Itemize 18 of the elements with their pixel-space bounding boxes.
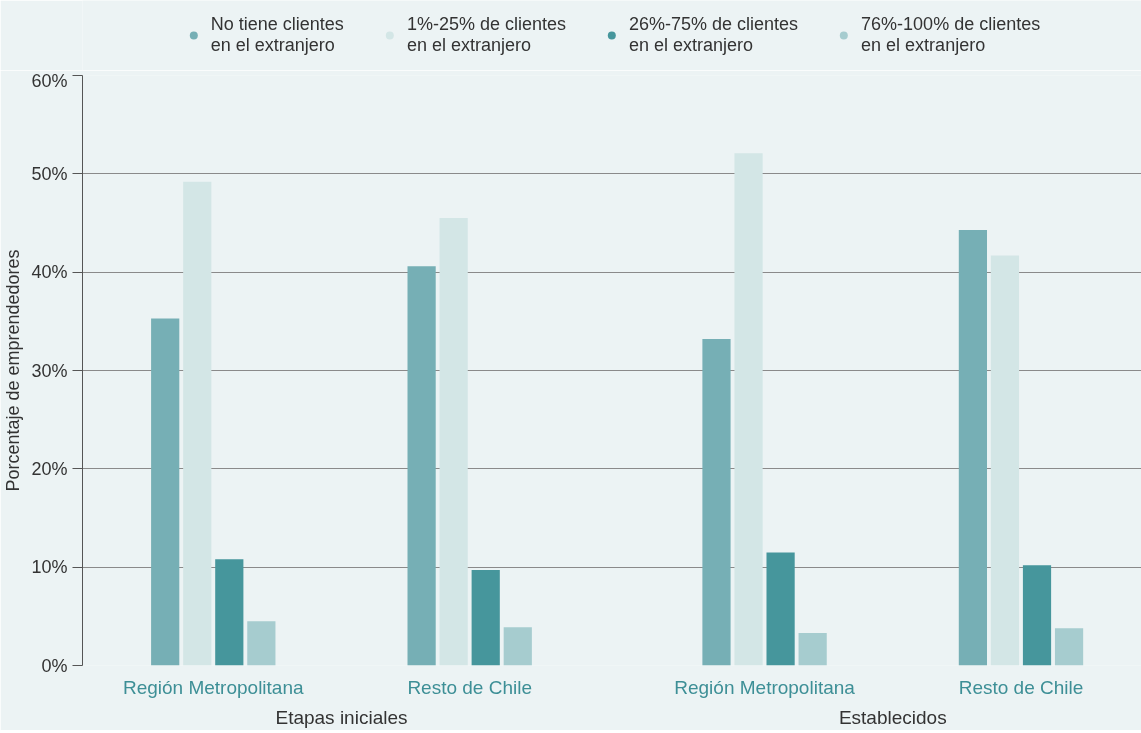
text: Establecidos: [838, 706, 947, 728]
legend-label: No tiene clientes en el extranjero: [210, 14, 344, 56]
y-tick-label: 10%: [31, 557, 68, 578]
y-tick-label: 60%: [31, 70, 68, 91]
legend-label: 26%-75% de clientes en el extranjero: [628, 14, 799, 56]
y-tick-label: 20%: [31, 458, 68, 479]
x-tick-label: Región Metropolitana: [122, 676, 305, 698]
legend-label: 1%-25% de clientes en el extranjero: [406, 14, 566, 56]
x-tick-label: Resto de Chile: [407, 676, 532, 698]
y-tick-label: 40%: [31, 262, 68, 283]
x-tick-label: Resto de Chile: [958, 676, 1084, 698]
y-tick-label: 50%: [31, 163, 68, 184]
y-tick-label: 0%: [41, 655, 68, 676]
x-tick-label: Región Metropolitana: [674, 676, 856, 698]
y-axis-title: Porcentaje de emprendedores: [3, 249, 24, 492]
text: Etapas iniciales: [275, 706, 408, 728]
y-tick-label: 30%: [31, 360, 68, 381]
legend-label: 76%-100% de clientes en el extranjero: [861, 14, 1041, 56]
